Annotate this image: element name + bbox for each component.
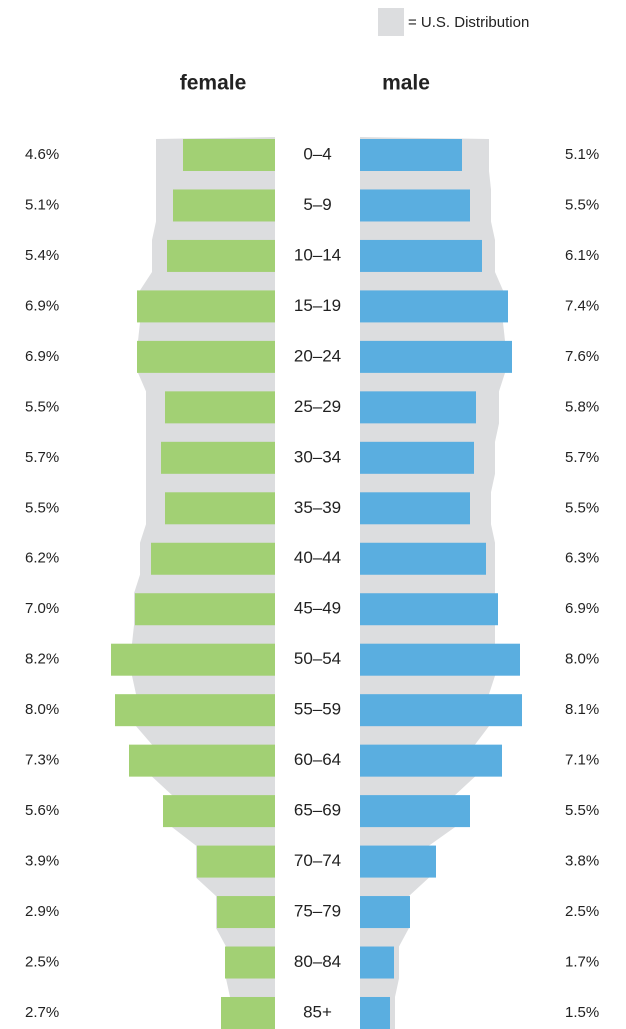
male-value-label: 5.5% [565, 802, 599, 819]
female-value-label: 8.0% [25, 701, 59, 718]
female-value-label: 5.5% [25, 499, 59, 516]
female-bar [225, 946, 275, 979]
male-bar [360, 290, 508, 323]
female-bar [135, 593, 275, 626]
male-bar [360, 946, 394, 979]
male-bar [360, 643, 520, 676]
male-value-label: 1.5% [565, 1004, 599, 1021]
male-value-label: 5.5% [565, 499, 599, 516]
female-value-label: 2.7% [25, 1004, 59, 1021]
female-bar [137, 340, 275, 373]
male-value-label: 2.5% [565, 903, 599, 920]
age-label: 15–19 [294, 296, 341, 315]
female-value-label: 7.0% [25, 600, 59, 617]
female-header: female [180, 72, 247, 95]
age-label: 25–29 [294, 397, 341, 416]
male-value-label: 7.4% [565, 297, 599, 314]
age-label: 60–64 [294, 750, 341, 769]
female-value-label: 3.9% [25, 853, 59, 870]
female-value-label: 2.9% [25, 903, 59, 920]
male-bar [360, 340, 512, 373]
female-bar [163, 795, 275, 828]
female-bar [111, 643, 275, 676]
male-bar [360, 845, 436, 878]
male-value-label: 1.7% [565, 953, 599, 970]
male-value-label: 5.8% [565, 398, 599, 415]
age-label: 0–4 [303, 144, 331, 163]
male-bar [360, 391, 476, 424]
female-bar [129, 744, 275, 777]
age-label: 30–34 [294, 447, 341, 466]
age-label: 65–69 [294, 801, 341, 820]
female-value-label: 5.4% [25, 247, 59, 264]
male-value-label: 5.1% [565, 146, 599, 163]
female-value-label: 8.2% [25, 651, 59, 668]
male-value-label: 7.6% [565, 348, 599, 365]
female-bar [161, 441, 275, 474]
age-label: 5–9 [303, 195, 331, 214]
female-bar [173, 189, 275, 222]
male-bar [360, 694, 522, 727]
male-bar [360, 744, 502, 777]
male-bar [360, 896, 410, 929]
age-label: 45–49 [294, 599, 341, 618]
female-value-label: 6.9% [25, 297, 59, 314]
age-label: 20–24 [294, 346, 341, 365]
male-bar [360, 139, 462, 171]
legend-swatch [378, 8, 404, 36]
age-label: 10–14 [294, 245, 341, 264]
female-value-label: 6.2% [25, 550, 59, 567]
female-bar [165, 391, 275, 424]
age-label: 40–44 [294, 548, 341, 567]
male-value-label: 5.7% [565, 449, 599, 466]
female-bar [217, 896, 275, 929]
female-value-label: 5.7% [25, 449, 59, 466]
male-value-label: 8.1% [565, 701, 599, 718]
us-distribution-center [275, 137, 360, 1029]
legend-label: = U.S. Distribution [408, 14, 529, 31]
age-label: 55–59 [294, 700, 341, 719]
female-bar [167, 239, 275, 272]
male-value-label: 5.5% [565, 196, 599, 213]
male-bar [360, 189, 470, 222]
female-value-label: 7.3% [25, 752, 59, 769]
female-bar [221, 996, 275, 1029]
female-value-label: 5.6% [25, 802, 59, 819]
female-value-label: 2.5% [25, 953, 59, 970]
male-value-label: 8.0% [565, 651, 599, 668]
male-value-label: 6.9% [565, 600, 599, 617]
male-value-label: 3.8% [565, 853, 599, 870]
age-label: 35–39 [294, 498, 341, 517]
male-bar [360, 492, 470, 525]
age-label: 85+ [303, 1002, 332, 1021]
female-bar [165, 492, 275, 525]
male-bar [360, 441, 474, 474]
female-bar [197, 845, 275, 878]
male-bar [360, 996, 390, 1029]
age-label: 75–79 [294, 902, 341, 921]
male-bar [360, 593, 498, 626]
female-bar [183, 139, 275, 171]
female-value-label: 5.5% [25, 398, 59, 415]
female-bar [151, 542, 275, 575]
male-value-label: 6.1% [565, 247, 599, 264]
female-value-label: 6.9% [25, 348, 59, 365]
male-value-label: 6.3% [565, 550, 599, 567]
male-header: male [382, 72, 430, 95]
age-label: 80–84 [294, 952, 341, 971]
male-bar [360, 795, 470, 828]
female-value-label: 4.6% [25, 146, 59, 163]
male-bar [360, 239, 482, 272]
female-bar [115, 694, 275, 727]
male-bar [360, 542, 486, 575]
female-value-label: 5.1% [25, 196, 59, 213]
age-label: 50–54 [294, 649, 341, 668]
male-value-label: 7.1% [565, 752, 599, 769]
female-bar [137, 290, 275, 323]
age-label: 70–74 [294, 851, 341, 870]
